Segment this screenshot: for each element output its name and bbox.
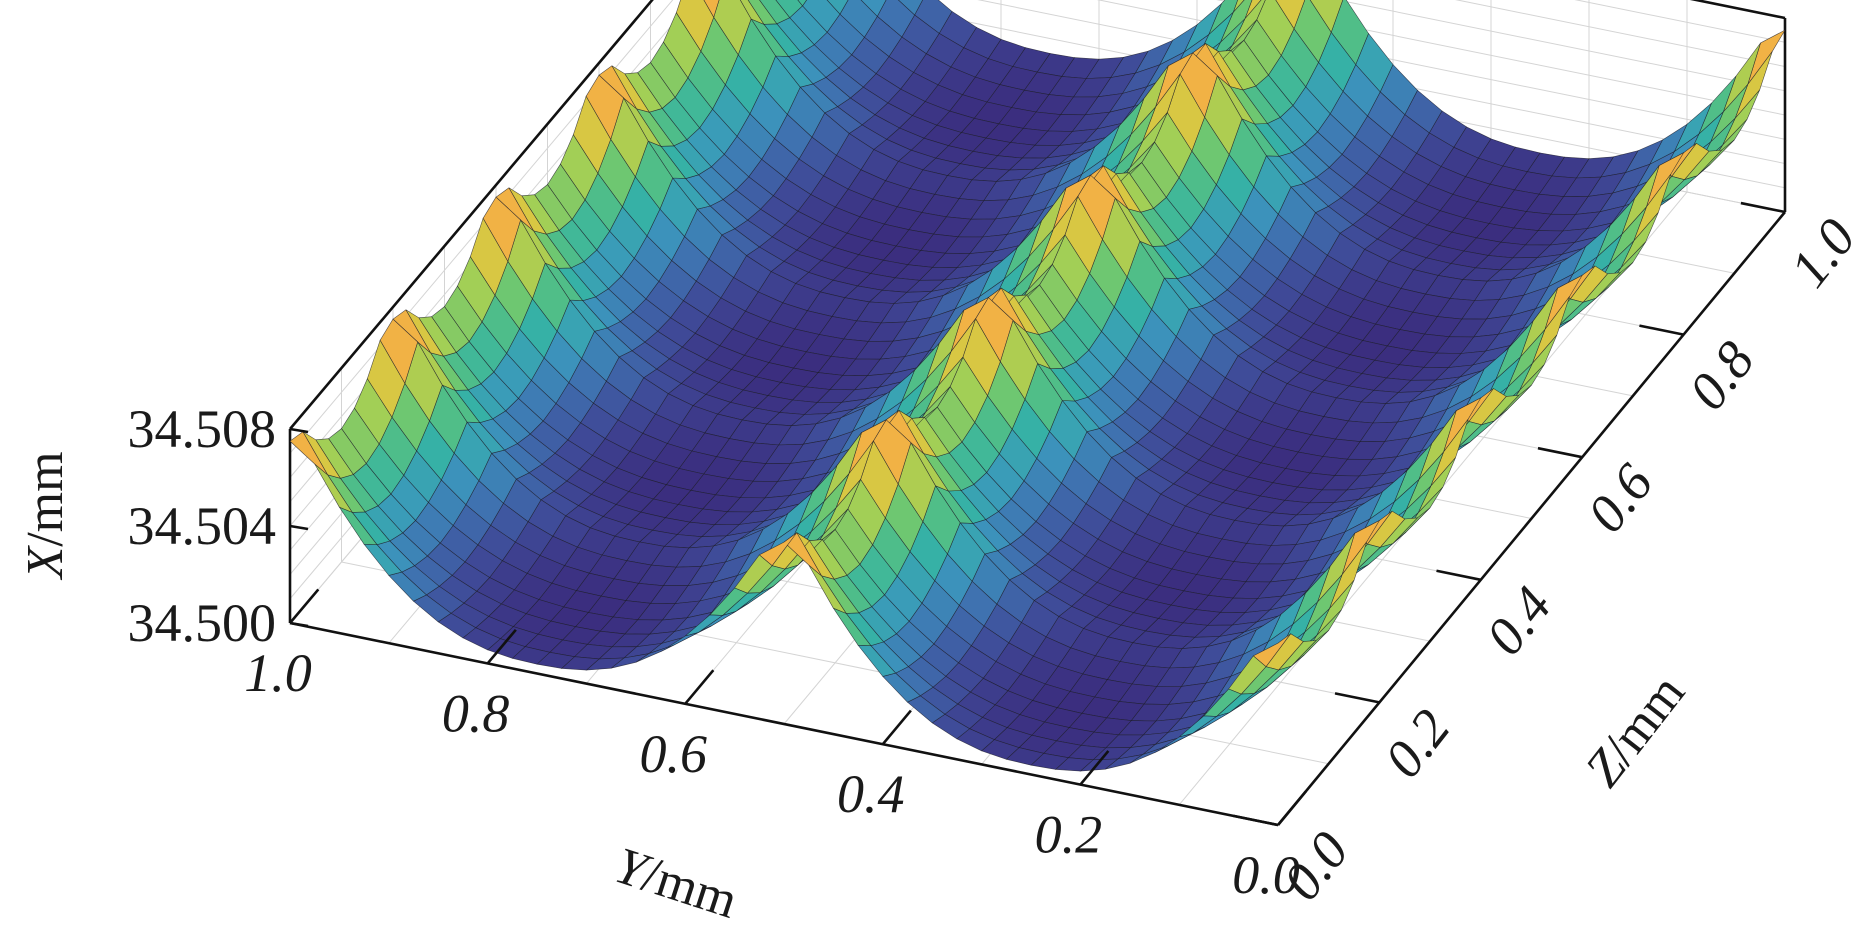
z-tick [1334,692,1380,704]
y-tick-label: 1.0 [244,643,312,703]
z-tick-label: 0.8 [1677,330,1766,420]
y-tick-label: 0.4 [837,764,905,824]
x-axis-title: X/mm [17,451,74,580]
y-tick-label: 0.0 [1232,845,1300,905]
z-tick-label: 0.6 [1576,453,1665,543]
surface-mesh [289,0,1786,772]
surface-patch [289,431,328,476]
x-tick-label: 34.508 [128,399,277,459]
y-tick [1079,750,1110,786]
z-tick [1233,814,1279,827]
x-tick [289,427,309,434]
y-tick [684,669,715,705]
z-tick-label: 0.2 [1373,698,1462,788]
y-tick-label: 0.2 [1035,805,1103,865]
z-tick [1436,569,1482,582]
y-axis-title: Y/mm [608,837,744,930]
z-tick-label: 0.4 [1474,576,1563,666]
z-axis-title: Z/mm [1575,664,1696,797]
z-tick-label: 1.0 [1778,208,1853,298]
y-tick [1276,790,1307,826]
x-tick [289,621,309,628]
y-tick-label: 0.6 [639,724,707,784]
frame-front [289,211,1787,827]
y-tick [881,709,912,746]
z-tick [1537,446,1583,459]
surface-patch [797,0,807,7]
x-tick-label: 34.504 [128,496,277,556]
y-tick [486,628,517,665]
x-tick [289,524,309,531]
z-tick [1639,324,1684,336]
x-tick-label: 34.500 [128,593,277,653]
z-tick [1740,201,1786,214]
y-tick [289,588,320,624]
y-tick-label: 0.8 [442,683,510,743]
